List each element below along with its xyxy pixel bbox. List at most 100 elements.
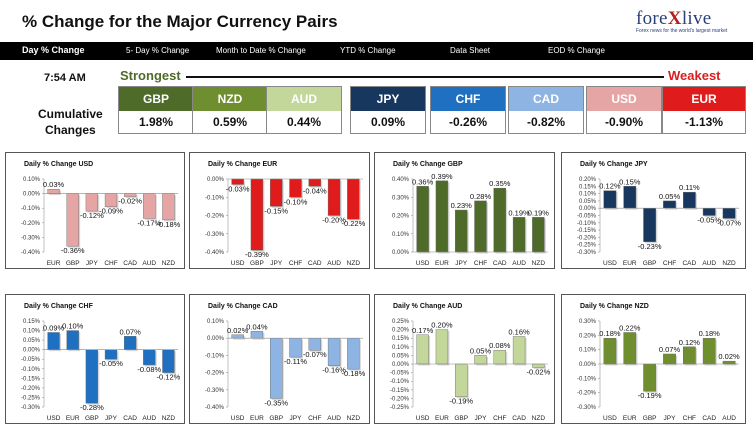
chart-jpy: 0.20%0.15%0.10%0.05%0.00%-0.05%-0.10%-0.… <box>577 177 741 267</box>
nav-day-change[interactable]: Day % Change <box>22 45 85 55</box>
data-label: 0.22% <box>619 323 641 332</box>
data-label: 0.02% <box>718 352 740 361</box>
y-tick-label: 0.10% <box>392 345 410 351</box>
data-label: -0.10% <box>284 197 308 206</box>
chart-title-nzd: Daily % Change NZD <box>580 303 649 310</box>
x-tick-label: JPY <box>270 260 283 267</box>
x-tick-label: EUR <box>435 415 449 422</box>
bar-aud <box>143 193 157 220</box>
y-tick-label: -0.05% <box>21 357 41 363</box>
forexlive-logo[interactable]: foreXlive Forex news for the world's lar… <box>636 8 736 42</box>
bar-usd <box>231 334 246 340</box>
bar <box>143 193 156 219</box>
currency-box-cad: CAD -0.82% <box>508 86 584 134</box>
bar <box>270 338 283 399</box>
x-tick-label: JPY <box>105 415 118 422</box>
x-tick-label: CHF <box>308 415 321 422</box>
x-tick-label: JPY <box>664 415 677 422</box>
bar <box>474 355 487 365</box>
data-label: 0.16% <box>508 327 530 336</box>
bar <box>47 332 60 350</box>
bar-gbp <box>270 338 284 400</box>
bar-gbp <box>66 193 81 248</box>
data-label: 0.12% <box>679 338 701 347</box>
bar <box>512 217 526 253</box>
y-tick-label: 0.20% <box>392 328 410 334</box>
chart-title-jpy: Daily % Change JPY <box>580 161 648 168</box>
x-tick-label: NZD <box>532 415 546 422</box>
x-tick-label: CHF <box>683 415 696 422</box>
chart-title-cad: Daily % Change CAD <box>208 303 278 310</box>
x-tick-label: USD <box>416 260 430 267</box>
bar-usd <box>603 190 618 210</box>
chart-panel-chf: Daily % Change CHF 0.15% 0.10% 0.05% 0.00% -… <box>5 294 185 424</box>
x-tick-label: CAD <box>682 260 696 267</box>
y-tick-label: -0.40% <box>205 250 225 256</box>
chart-panel-nzd: Daily % Change NZD 0.30% 0.20% 0.10% 0.00% -… <box>561 294 746 424</box>
data-label: -0.02% <box>118 197 142 206</box>
data-label: -0.23% <box>638 242 662 251</box>
bar <box>85 193 98 212</box>
currency-code-nzd: NZD <box>193 87 267 111</box>
y-tick-label: -0.15% <box>390 388 410 394</box>
currency-code-aud: AUD <box>267 87 341 111</box>
nav-5-day-change[interactable]: 5- Day % Change <box>126 46 190 55</box>
bar <box>683 191 696 209</box>
y-tick-label: 0.00% <box>579 362 597 368</box>
bar <box>347 338 360 370</box>
bar-nzd <box>162 349 176 375</box>
logo-part-1: fore <box>636 8 668 29</box>
y-tick-label: 0.30% <box>392 195 410 201</box>
data-label: 0.19% <box>508 208 530 217</box>
y-tick-label: -0.10% <box>205 353 225 359</box>
y-tick-label: 0.20% <box>392 214 410 220</box>
bar-eur <box>435 329 450 366</box>
currency-change-gbp: 1.98% <box>119 111 193 133</box>
y-tick-label: -0.20% <box>21 221 41 227</box>
y-tick-label: 0.10% <box>23 177 41 183</box>
data-label: -0.28% <box>80 403 104 412</box>
bar-chf <box>683 346 698 366</box>
nav-ytd-change[interactable]: YTD % Change <box>340 46 396 55</box>
chart-title-usd: Daily % Change USD <box>24 161 94 168</box>
bar-nzd <box>162 193 176 222</box>
currency-box-gbp: GBP 1.98% <box>118 86 194 134</box>
bar <box>162 193 175 221</box>
y-tick-label: -0.25% <box>21 395 41 401</box>
data-label: -0.36% <box>61 246 85 255</box>
y-tick-label: -0.40% <box>205 405 225 411</box>
bar-cad <box>683 191 698 210</box>
bar-usd <box>416 186 431 254</box>
header: % Change for the Major Currency Pairs fo… <box>0 0 753 44</box>
bar-usd <box>416 334 431 366</box>
y-tick-label: 0.10% <box>207 319 225 325</box>
x-tick-label: GBP <box>643 415 657 422</box>
bar-jpy <box>85 193 100 213</box>
bar-aud <box>722 360 737 366</box>
bar <box>104 193 118 207</box>
nav-data-sheet[interactable]: Data Sheet <box>450 46 491 55</box>
y-tick-label: 0.00% <box>392 362 410 368</box>
x-tick-label: CHF <box>493 415 506 422</box>
bar-eur <box>66 330 81 352</box>
nav-month-to-date-change[interactable]: Month to Date % Change <box>216 46 306 55</box>
data-label: 0.04% <box>246 322 268 331</box>
bar <box>663 353 676 365</box>
bar-gbp <box>85 349 100 405</box>
data-label: 0.18% <box>699 329 721 338</box>
y-tick-label: -0.10% <box>21 367 41 373</box>
bar <box>289 178 302 198</box>
currency-code-jpy: JPY <box>351 87 425 111</box>
bar-aud <box>143 349 157 367</box>
x-tick-label: USD <box>47 415 61 422</box>
y-tick-label: -0.20% <box>390 396 410 402</box>
y-tick-label: -0.30% <box>205 388 225 394</box>
data-label: 0.18% <box>599 329 621 338</box>
x-tick-label: CHF <box>474 260 487 267</box>
bar <box>124 336 137 350</box>
currency-code-chf: CHF <box>431 87 505 111</box>
data-label: 0.02% <box>227 326 249 335</box>
data-label: -0.20% <box>322 216 346 225</box>
data-label: -0.11% <box>284 357 308 366</box>
nav-eod-change[interactable]: EOD % Change <box>548 46 605 55</box>
